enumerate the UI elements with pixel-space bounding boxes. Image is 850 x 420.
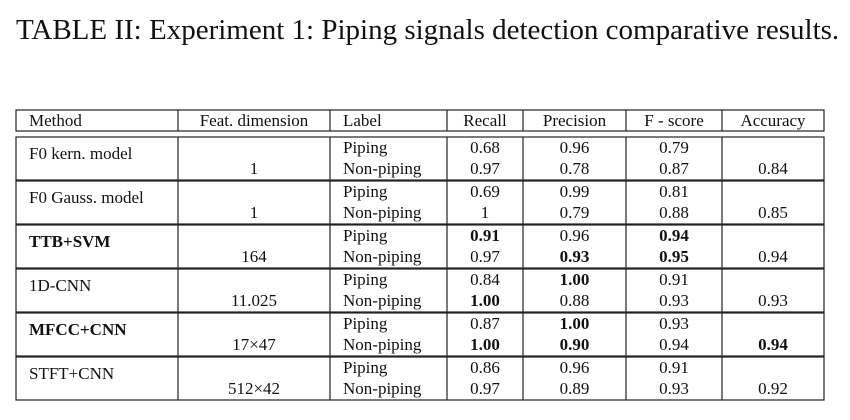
cell-text: 1 <box>481 203 490 222</box>
table-title: TABLE II: Experiment 1: Piping signals d… <box>16 14 840 46</box>
cell-text: 0.79 <box>560 203 590 222</box>
cell-text: Non-piping <box>343 159 422 178</box>
cell-text: 0.93 <box>758 291 788 310</box>
cell-text: 11.025 <box>231 291 277 310</box>
cell-text: 0.96 <box>560 226 590 245</box>
cell-text: Piping <box>343 314 388 333</box>
cell-text: F0 Gauss. model <box>29 188 144 207</box>
cell-text: 0.94 <box>659 335 689 354</box>
cell-text: 0.88 <box>659 203 689 222</box>
cell-text: F - score <box>644 111 703 130</box>
cell-text: 0.84 <box>758 159 788 178</box>
cell-text: 0.93 <box>659 314 689 333</box>
cell-text: 1 <box>250 159 259 178</box>
cell-text: 1.00 <box>560 270 590 289</box>
cell-text: MFCC+CNN <box>29 320 127 339</box>
cell-text: 0.84 <box>470 270 500 289</box>
cell-text: Label <box>343 111 382 130</box>
cell-text: 0.68 <box>470 138 500 157</box>
cell-text: 0.87 <box>659 159 689 178</box>
cell-text: 0.69 <box>470 182 500 201</box>
cell-text: Piping <box>343 226 388 245</box>
cell-text: 1.00 <box>470 335 500 354</box>
cell-text: 0.90 <box>560 335 590 354</box>
cell-text: Non-piping <box>343 203 422 222</box>
cell-text: 0.91 <box>659 358 689 377</box>
cell-text: 1.00 <box>470 291 500 310</box>
cell-text: 0.89 <box>560 379 590 398</box>
cell-text: 1D-CNN <box>29 276 91 295</box>
group-block <box>15 268 825 313</box>
cell-text: Piping <box>343 358 388 377</box>
cell-text: 17×47 <box>232 335 276 354</box>
cell-text: 0.88 <box>560 291 590 310</box>
cell-text: 0.79 <box>659 138 689 157</box>
cell-text: Feat. dimension <box>200 111 309 130</box>
cell-text: Piping <box>343 182 388 201</box>
cell-text: 0.96 <box>560 138 590 157</box>
group-block <box>15 356 825 401</box>
cell-text: 0.78 <box>560 159 590 178</box>
cell-text: 1.00 <box>560 314 590 333</box>
cell-text: STFT+CNN <box>29 364 114 383</box>
cell-text: 0.87 <box>470 314 500 333</box>
cell-text: 0.99 <box>560 182 590 201</box>
cell-text: 164 <box>241 247 267 266</box>
cell-text: 0.94 <box>758 335 788 354</box>
cell-text: 0.93 <box>659 379 689 398</box>
cell-text: 0.93 <box>560 247 590 266</box>
cell-text: Non-piping <box>343 291 422 310</box>
group-block <box>15 136 825 181</box>
header-row <box>15 109 825 132</box>
cell-text: F0 kern. model <box>29 144 133 163</box>
cell-text: Recall <box>463 111 507 130</box>
cell-text: 0.96 <box>560 358 590 377</box>
cell-text: Accuracy <box>740 111 806 130</box>
cell-text: Non-piping <box>343 379 422 398</box>
cell-text: 0.95 <box>659 247 689 266</box>
cell-text: 0.81 <box>659 182 689 201</box>
cell-text: 0.86 <box>470 358 500 377</box>
cell-text: TTB+SVM <box>29 232 110 251</box>
cell-text: Non-piping <box>343 335 422 354</box>
cell-text: Precision <box>543 111 607 130</box>
cell-text: 1 <box>250 203 259 222</box>
cell-text: 512×42 <box>228 379 280 398</box>
cell-text: 0.94 <box>758 247 788 266</box>
cell-text: Method <box>29 111 82 130</box>
cell-text: Piping <box>343 138 388 157</box>
cell-text: 0.97 <box>470 247 500 266</box>
group-block <box>15 312 825 357</box>
cell-text: 0.93 <box>659 291 689 310</box>
cell-text: 0.94 <box>659 226 689 245</box>
cell-text: 0.85 <box>758 203 788 222</box>
cell-text: Piping <box>343 270 388 289</box>
cell-text: 0.97 <box>470 159 500 178</box>
group-block <box>15 180 825 225</box>
cell-text: 0.97 <box>470 379 500 398</box>
cell-text: 0.91 <box>659 270 689 289</box>
cell-text: 0.92 <box>758 379 788 398</box>
cell-text: 0.91 <box>470 226 500 245</box>
group-block <box>15 224 825 269</box>
cell-text: Non-piping <box>343 247 422 266</box>
